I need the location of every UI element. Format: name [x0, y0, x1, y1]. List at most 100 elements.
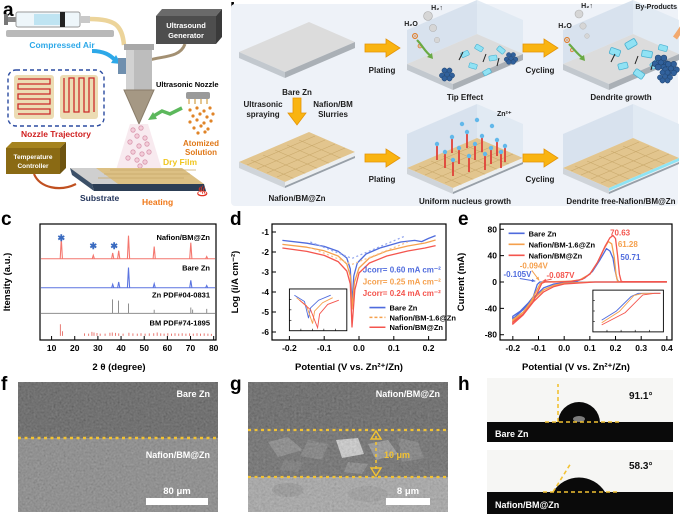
- x-tick-label: 30: [93, 343, 103, 353]
- panel-letter-f: f: [1, 374, 8, 395]
- tangent-line-slanted: [552, 462, 572, 493]
- compressed-air-arrow: [91, 49, 117, 62]
- panel-letter-d: d: [230, 209, 242, 230]
- sem-scalebar: [146, 498, 208, 505]
- peak-star-marker: ✱: [89, 241, 97, 251]
- cross-label: Nafion/BM@Zn: [376, 389, 440, 399]
- xrd-trace: [59, 324, 212, 336]
- slurries-label-1: Nafion/BM: [313, 100, 353, 109]
- panel-f-sem: Bare Zn Nafion/BM@Zn 80 μm: [18, 382, 218, 512]
- xrd-trace-label: Bare Zn: [182, 263, 210, 272]
- y-tick-label: 0: [492, 277, 497, 287]
- x-tick-label: 80: [209, 343, 219, 353]
- x-tick-label: 10: [47, 343, 57, 353]
- spray-down-arrow: [287, 97, 307, 126]
- cv-chart: -0.2 -0.1 0.0 0.1 0.2 0.3 0.4 -80 -40 0 40 80 -0.105…: [472, 216, 680, 362]
- spray-direction-arrow: [151, 106, 183, 119]
- inset-line: [601, 292, 661, 324]
- atomizer-icon: [186, 92, 210, 104]
- x-tick-label: 20: [70, 343, 80, 353]
- legend-label: Bare Zn: [389, 304, 417, 313]
- sem-noise: [18, 382, 218, 512]
- xrd-trace: [111, 267, 209, 289]
- sem-coated-label: Nafion/BM@Zn: [146, 450, 210, 460]
- ultrasonic-nozzle-icon: [118, 44, 155, 126]
- annotation: Jcorr= 0.25 mA cm⁻²: [363, 277, 441, 286]
- syringe-icon: [4, 11, 90, 28]
- x-tick-label: 0.1: [388, 343, 400, 353]
- spray-mist: [125, 125, 152, 169]
- ca-bare-label: Bare Zn: [495, 429, 529, 439]
- dendrite-growth-label: Dendrite growth: [590, 93, 651, 102]
- annotation: Jcorr= 0.24 mA cm⁻²: [363, 289, 441, 298]
- dry-film-label: Dry Film: [163, 157, 197, 167]
- peak-star-marker: ✱: [110, 241, 118, 251]
- cyan-coating-layer: [609, 158, 679, 191]
- y-tick-label: -4: [261, 287, 269, 297]
- angle-value-bare: 91.1°: [629, 391, 652, 402]
- temperature-controller-label-2: Controller: [17, 163, 49, 170]
- series-line: [512, 234, 667, 325]
- xrd-svg: 10 20 30 40 50 60 70 80 Nafion/BM@Zn Bare Zn Zn PD…: [39, 223, 219, 353]
- tip-effect-scene: H₂O H₂↑: [404, 0, 523, 90]
- legend-label: Nafion/BM@Zn: [389, 323, 443, 332]
- panel-letter-g: g: [230, 374, 242, 395]
- trajectory-horizontal: [17, 78, 51, 115]
- nafion-bm-zn-label: Nafion/BM@Zn: [268, 194, 325, 203]
- atomized-solution-label-1: Atomized: [183, 139, 219, 148]
- series-line: [310, 235, 405, 260]
- contact-angle-bare: 91.1° Bare Zn: [487, 378, 673, 442]
- x-tick-label: 0.4: [661, 343, 673, 353]
- ultrasound-generator-box: Ultrasound Generator: [156, 9, 222, 44]
- uniform-nucleus-scene: Zn²⁺: [406, 104, 524, 195]
- cross-scalebar: [386, 498, 430, 505]
- y-tick-label: -40: [485, 303, 498, 313]
- cv-svg: -0.2 -0.1 0.0 0.1 0.2 0.3 0.4 -80 -40 0 40 80 -0.105…: [485, 223, 673, 353]
- temperature-controller-label-1: Temperature: [14, 154, 53, 161]
- ultrasound-generator-label-1: Ultrasound: [166, 21, 206, 30]
- x-tick-label: 0.0: [353, 343, 365, 353]
- uniform-nucleus-label: Uniform nucleus growth: [419, 197, 511, 206]
- h2-label-right: H₂↑: [581, 3, 593, 10]
- annotation: 50.71: [620, 253, 641, 262]
- sem-scalebar-label: 80 μm: [163, 486, 190, 497]
- x-tick-label: 50: [139, 343, 149, 353]
- tip-effect-label: Tip Effect: [447, 93, 484, 102]
- temperature-controller-box: Temperature Controller: [6, 142, 66, 174]
- legend-label: Nafion/BM-1.6@Zn: [529, 240, 596, 249]
- x-tick-label: -0.1: [531, 343, 546, 353]
- zn-ion-label: Zn²⁺: [497, 111, 512, 118]
- y-tick-label: -2: [261, 247, 269, 257]
- tafel-svg: -0.2 -0.1 0.0 0.1 0.2 -1 -2 -3 -4 -5 -6 Jcorr= 0.60…: [261, 223, 456, 353]
- ca-top-droplet: [558, 402, 600, 442]
- angle-value-coated: 58.3°: [629, 461, 652, 472]
- ultrasonic-spraying-label-1: Ultrasonic: [243, 100, 283, 109]
- pointer-arrowhead: [531, 278, 536, 283]
- legend-label: Nafion/BM@Zn: [529, 251, 583, 260]
- x-tick-label: 0.0: [558, 343, 570, 353]
- panel-letter-a: a: [3, 0, 14, 21]
- panel-g-sem: 10 μm Nafion/BM@Zn 8 μm: [248, 382, 448, 512]
- x-tick-label: 0.2: [423, 343, 435, 353]
- substrate-plate: [70, 168, 206, 191]
- panel-a-schematic: Ultrasound Generator Compressed Air Ultr…: [4, 9, 222, 207]
- contact-angle-coated: 58.3° Nafion/BM@Zn: [487, 450, 673, 514]
- syringe-holder: [6, 30, 114, 37]
- bare-zn-label: Bare Zn: [282, 88, 312, 97]
- heating-label: Heating: [142, 197, 173, 207]
- heat-icon: ♨: [196, 183, 209, 199]
- annotation: -0.094V: [520, 262, 549, 271]
- tafel-xlabel: Potential (V vs. Zn²⁺/Zn): [295, 362, 403, 373]
- tafel-ylabel: Log (i/A cm⁻²): [230, 250, 241, 314]
- y-tick-label: -80: [485, 330, 498, 340]
- y-tick-label: -3: [261, 267, 269, 277]
- dendrite-free-scene: [562, 104, 680, 195]
- inset-line: [294, 294, 331, 319]
- panel-b-schematic: Bare Zn Plating H₂O H₂↑ Tip Effect: [231, 0, 680, 206]
- xrd-trace: [59, 235, 209, 260]
- xrd-trace-label: Zn PDF#04-0831: [152, 291, 210, 300]
- pointer-arrowhead: [535, 276, 540, 281]
- plating-label-top: Plating: [369, 66, 396, 75]
- xrd-trace-label: BM PDF#74-1895: [150, 319, 210, 328]
- ca-bottom-substrate: [487, 492, 673, 514]
